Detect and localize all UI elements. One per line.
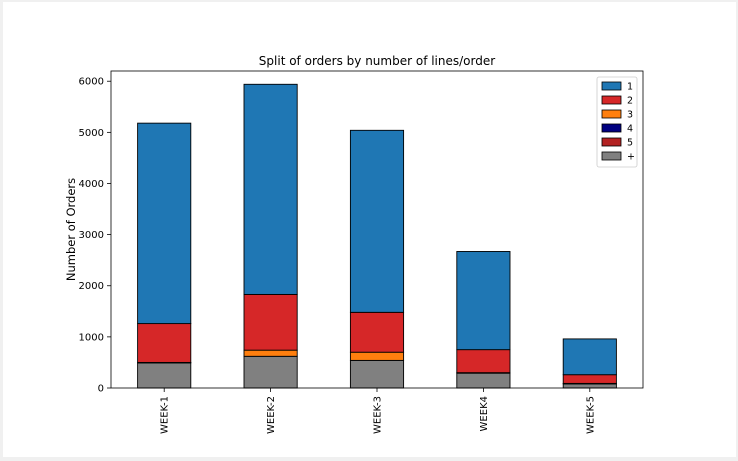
bar-week-1-series-1: [137, 122, 192, 325]
bar-week-3-series-2: [349, 311, 405, 353]
bar-week-2-series-1: [243, 83, 298, 295]
legend-label-plus: +: [627, 152, 635, 163]
axes-layer: WEEK-1 WEEK-2 WEEK-3 WEEK4 WEEK-5 0 1000 2000 30…: [79, 70, 644, 434]
bar-week-1-series-2: [137, 323, 192, 363]
y-tick-label: 6000: [79, 77, 104, 88]
bar-week-5-series-1: [562, 338, 617, 376]
bar-week-2-series-plus: [243, 355, 298, 389]
chart-title: Split of orders by number of lines/order: [259, 54, 495, 68]
y-tick-label: 1000: [79, 332, 104, 343]
x-tick-label: WEEK-2: [266, 396, 277, 434]
legend-label-3: 3: [627, 110, 633, 121]
legend: 1 2 3 4 5 +: [596, 76, 638, 168]
legend-swatch-3: [601, 109, 622, 119]
bar-week-3-series-1: [349, 129, 405, 313]
x-tick-label: WEEK4: [479, 396, 490, 431]
bar-week-2-series-3: [243, 349, 298, 357]
stacked-bar-chart: Split of orders by number of lines/order…: [64, 54, 644, 434]
y-tick-label: 0: [98, 384, 104, 395]
legend-label-4: 4: [627, 124, 633, 135]
x-tick-label: WEEK-5: [585, 396, 596, 434]
bar-week-2-series-2: [243, 293, 298, 351]
bar-week-3-series-3: [349, 351, 405, 361]
bar-week4-series-2: [456, 349, 511, 374]
bar-week4-series-1: [456, 251, 511, 351]
bar-week-5-series-plus: [562, 383, 617, 389]
x-tick-label: WEEK-3: [373, 396, 384, 434]
chart-figure: Split of orders by number of lines/order…: [3, 2, 736, 457]
bar-week-3-series-plus: [349, 359, 405, 389]
x-tick-label: WEEK-1: [160, 396, 171, 434]
y-tick-label: 2000: [79, 281, 104, 292]
legend-label-5: 5: [627, 138, 633, 149]
legend-swatch-5: [601, 137, 622, 147]
bar-week-1-series-plus: [137, 362, 192, 389]
plot-frame: [110, 70, 644, 389]
y-tick-label: 5000: [79, 128, 104, 139]
bars-layer: [137, 83, 617, 389]
y-axis-label: Number of Orders: [64, 178, 78, 281]
y-tick-label: 4000: [79, 179, 104, 190]
legend-label-1: 1: [627, 82, 633, 93]
legend-swatch-1: [601, 81, 622, 91]
legend-swatch-2: [601, 95, 622, 105]
legend-swatch-plus: [601, 151, 622, 161]
legend-swatch-4: [601, 123, 622, 133]
legend-label-2: 2: [627, 96, 633, 107]
bar-week-5-series-2: [562, 374, 617, 384]
bar-week4-series-plus: [456, 372, 511, 389]
y-tick-label: 3000: [79, 230, 104, 241]
